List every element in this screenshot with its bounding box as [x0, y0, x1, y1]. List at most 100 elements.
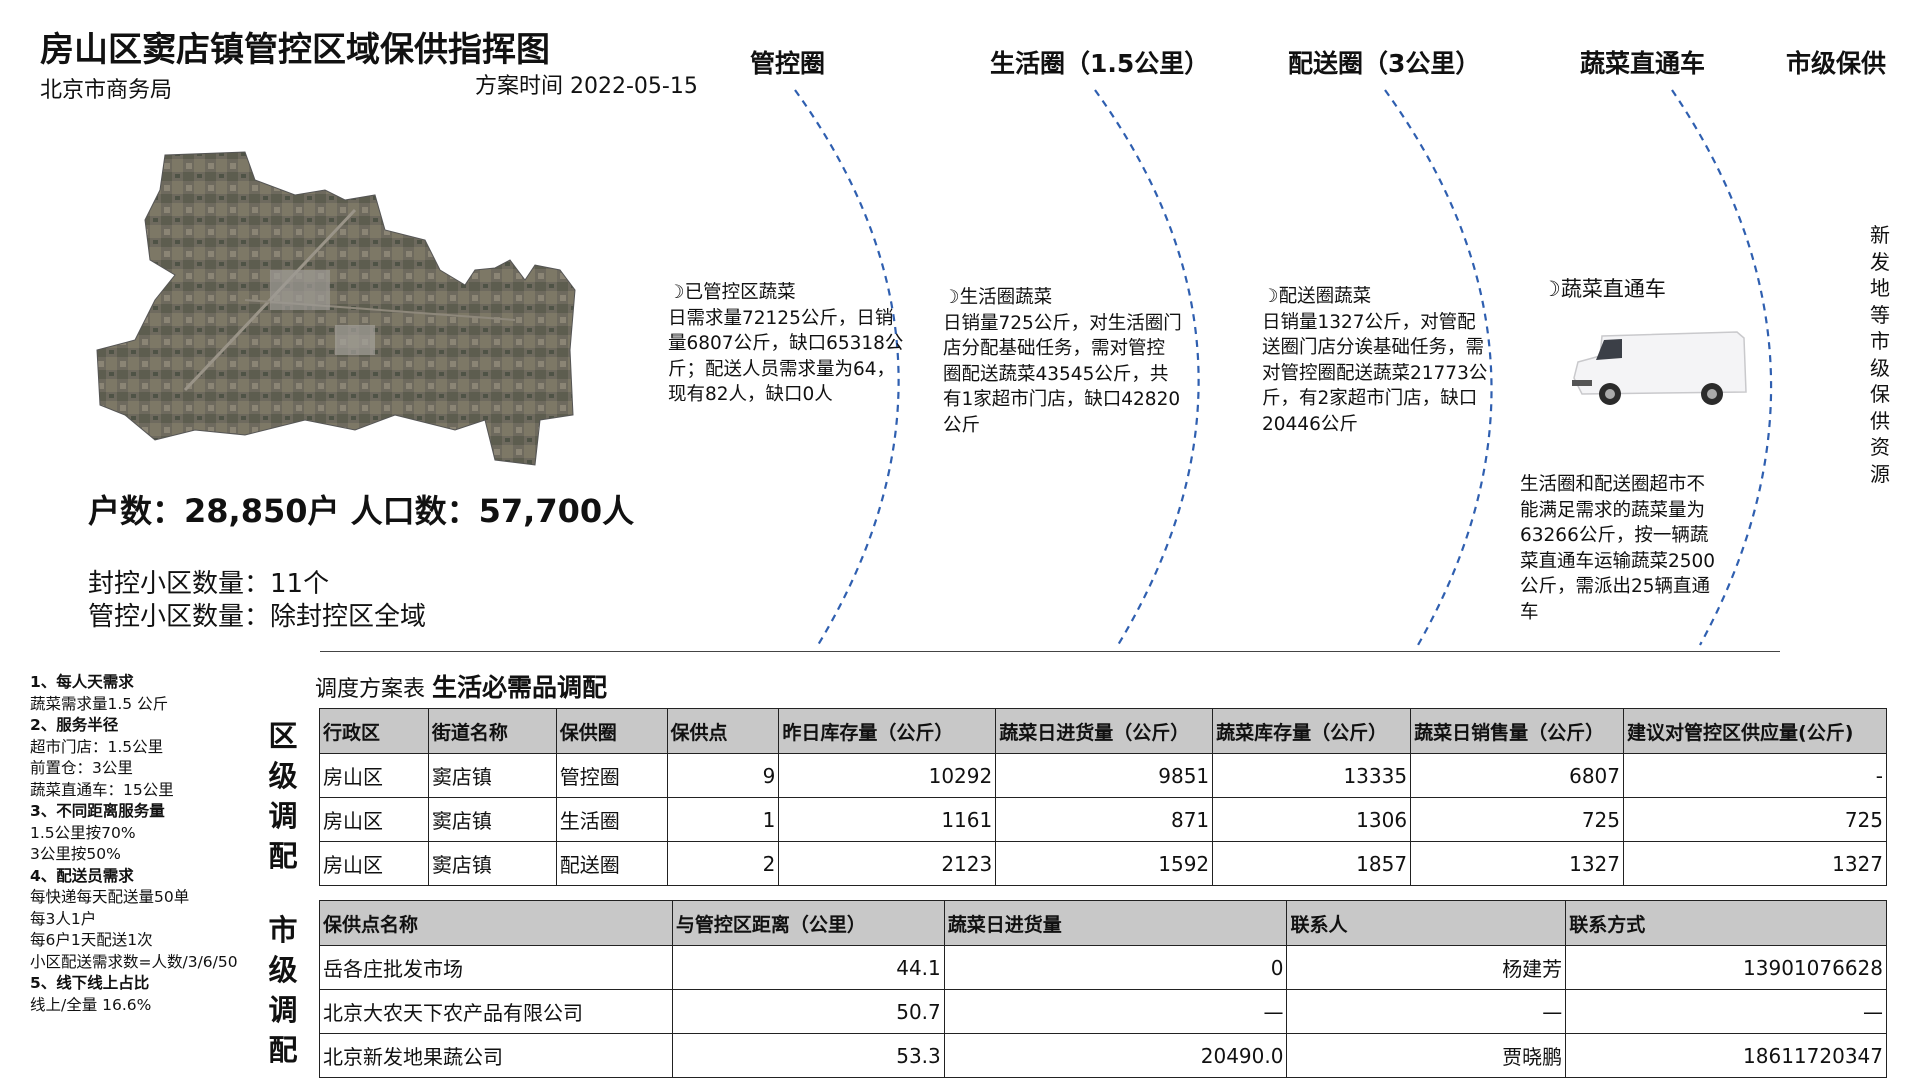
table-row: 北京大农天下农产品有限公司 50.7 — — —	[319, 989, 1887, 1034]
table-cell: 44.1	[671, 945, 945, 990]
district-table: 行政区 街道名称 保供圈 保供点 昨日库存量（公斤） 蔬菜日进货量（公斤） 蔬菜…	[319, 708, 1887, 886]
note-line: 1.5公里按70%	[30, 823, 136, 842]
ring-desc-control: ☽已管控区蔬菜 日需求量72125公斤，日销量6807公斤，缺口65318公斤；…	[668, 280, 908, 408]
table-caption-title: 生活必需品调配	[432, 673, 608, 702]
table-row: 北京新发地果蔬公司 53.3 20490.0 贾晓鹏 18611720347	[319, 1033, 1887, 1078]
ring-title-living: 生活圈（1.5公里）	[990, 49, 1210, 78]
table-header-row: 保供点名称 与管控区距离（公里） 蔬菜日进货量 联系人 联系方式	[319, 900, 1887, 946]
aerial-map-image	[96, 151, 576, 466]
moon-icon: ☽	[1542, 277, 1561, 301]
note-line: 4、配送员需求	[30, 866, 134, 885]
page-title: 房山区窦店镇管控区域保供指挥图	[40, 30, 550, 70]
table-cell: 9851	[995, 753, 1214, 798]
table-cell: 1327	[1623, 841, 1887, 886]
note-line: 小区配送需求数=人数/3/6/50	[30, 952, 238, 971]
column-header: 保供圈	[555, 708, 668, 754]
table-cell: 0	[943, 945, 1288, 990]
column-header: 保供点名称	[319, 900, 673, 946]
note-line: 每3人1户	[30, 909, 97, 928]
column-header: 蔬菜日销售量（公斤）	[1410, 708, 1625, 754]
table-cell: 岳各庄批发市场	[319, 945, 673, 990]
column-header: 街道名称	[427, 708, 557, 754]
ring-title-vegetable-truck: 蔬菜直通车	[1580, 49, 1706, 78]
ring-desc-vegetable-truck-head: ☽蔬菜直通车	[1542, 277, 1666, 301]
sealed-community-count: 封控小区数量：11个	[88, 569, 330, 599]
table-cell: 10292	[778, 753, 997, 798]
table-cell: 18611720347	[1565, 1033, 1887, 1078]
ring-desc-body: 日销量725公斤，对生活圈门店分配基础任务，需对管控圈配送蔬菜43545公斤，共…	[943, 312, 1182, 436]
ring-desc-body: 日销量1327公斤，对管配送圈门店分诶基础任务，需对管控圈配送蔬菜21773公斤…	[1262, 311, 1488, 435]
table-cell: 配送圈	[555, 841, 668, 886]
note-line: 5、线下线上占比	[30, 974, 150, 992]
column-header: 保供点	[666, 708, 780, 754]
note-line: 每6户1天配送1次	[30, 931, 153, 949]
table-cell: 725	[1410, 797, 1625, 842]
table-cell: 生活圈	[555, 797, 668, 842]
column-header: 与管控区距离（公里）	[671, 900, 945, 946]
table-cell: 1327	[1410, 841, 1625, 886]
table-row: 房山区 窦店镇 配送圈 2 2123 1592 1857 1327 1327	[319, 841, 1887, 886]
note-line: 3、不同距离服务量	[30, 802, 165, 820]
note-line: 3公里按50%	[30, 845, 121, 863]
column-header: 昨日库存量（公斤）	[778, 708, 997, 754]
ring-desc-head: 生活圈蔬菜	[959, 287, 1053, 308]
table-cell: 管控圈	[555, 753, 668, 798]
table-cell: —	[1565, 989, 1887, 1034]
note-line: 蔬菜直通车：15公里	[30, 780, 174, 799]
table-cell: 725	[1623, 797, 1887, 842]
table-cell: 窦店镇	[427, 797, 557, 842]
table-cell: 房山区	[319, 753, 429, 798]
column-header: 联系人	[1286, 900, 1567, 946]
ring-title-delivery: 配送圈（3公里）	[1288, 49, 1481, 78]
note-line: 2、服务半径	[30, 716, 119, 734]
table-cell: 窦店镇	[427, 753, 557, 798]
column-header: 联系方式	[1565, 900, 1887, 946]
district-allocation-label: 区级调配	[268, 719, 298, 873]
page-subtitle: 北京市商务局	[40, 78, 173, 103]
table-row: 岳各庄批发市场 44.1 0 杨建芳 13901076628	[319, 945, 1887, 990]
van-image	[1572, 331, 1747, 405]
ring-title-city: 市级保供	[1786, 49, 1887, 78]
ring-title-control: 管控圈	[750, 49, 826, 78]
table-cell: 杨建芳	[1286, 945, 1567, 990]
table-cell: 窦店镇	[427, 841, 557, 886]
table-row: 房山区 窦店镇 管控圈 9 10292 9851 13335 6807 -	[319, 753, 1887, 798]
table-cell: —	[1286, 989, 1567, 1034]
divider	[320, 651, 1780, 652]
table-caption-prefix: 调度方案表	[315, 677, 432, 702]
table-cell: 2	[666, 841, 780, 886]
column-header: 蔬菜日进货量（公斤）	[995, 708, 1214, 754]
table-cell: 1	[666, 797, 780, 842]
table-cell: 2123	[778, 841, 997, 886]
column-header: 行政区	[319, 708, 429, 754]
note-line: 前置仓：3公里	[30, 759, 133, 777]
column-header: 蔬菜日进货量	[943, 900, 1288, 946]
table-cell: —	[943, 989, 1288, 1034]
table-cell: 13901076628	[1565, 945, 1887, 990]
note-line: 线上/全量 16.6%	[30, 995, 152, 1014]
table-cell: 北京大农天下农产品有限公司	[319, 989, 673, 1034]
moon-icon: ☽	[668, 282, 685, 303]
table-cell: -	[1623, 753, 1887, 798]
ring-desc-living: ☽生活圈蔬菜 日销量725公斤，对生活圈门店分配基础任务，需对管控圈配送蔬菜43…	[943, 285, 1183, 438]
ring-desc-head: 已管控区蔬菜	[684, 282, 796, 303]
column-header: 蔬菜库存量（公斤）	[1212, 708, 1412, 754]
table-cell: 9	[666, 753, 780, 798]
note-line: 蔬菜需求量1.5 公斤	[30, 694, 169, 713]
table-cell: 50.7	[671, 989, 945, 1034]
note-line: 1、每人天需求	[30, 673, 134, 691]
note-line: 超市门店：1.5公里	[30, 737, 164, 756]
ring-desc-vegetable-truck: 生活圈和配送圈超市不能满足需求的蔬菜量为63266公斤，按一辆蔬菜直通车运输蔬菜…	[1520, 474, 1716, 623]
households-population: 户数：28,850户 人口数：57,700人	[88, 492, 635, 530]
table-cell: 53.3	[671, 1033, 945, 1078]
moon-icon: ☽	[943, 287, 960, 308]
table-row: 房山区 窦店镇 生活圈 1 1161 871 1306 725 725	[319, 797, 1887, 842]
table-cell: 1857	[1212, 841, 1412, 886]
table-cell: 20490.0	[943, 1033, 1288, 1078]
plan-time: 方案时间 2022-05-15	[475, 74, 698, 99]
assumption-notes: 1、每人天需求 蔬菜需求量1.5 公斤 2、服务半径 超市门店：1.5公里 前置…	[30, 672, 275, 1016]
table-cell: 1306	[1212, 797, 1412, 842]
table-cell: 871	[995, 797, 1214, 842]
ring-arc-vegetable-truck	[1671, 89, 1773, 646]
